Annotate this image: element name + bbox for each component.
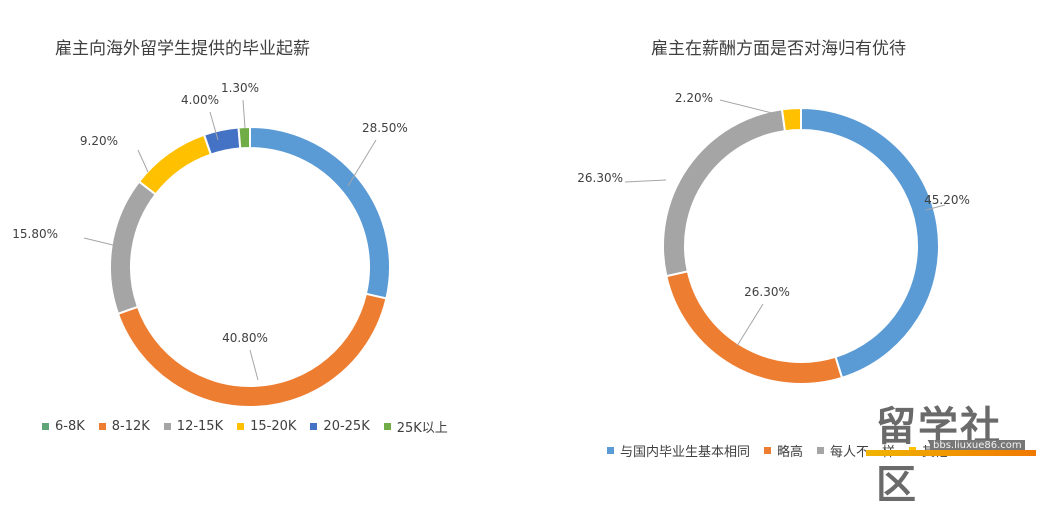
legend-label: 略高 — [777, 445, 804, 460]
donut-slice-4 — [780, 106, 802, 133]
watermark-logo: 留学社区 bbs.liuxue86.com — [866, 396, 1036, 508]
legend-item: 6-8K — [42, 419, 85, 434]
legend-item: 25K以上 — [383, 417, 448, 436]
legend-label: 与国内毕业生基本相同 — [620, 445, 751, 460]
legend-label: 25K以上 — [396, 421, 448, 436]
leader-line — [719, 99, 781, 116]
leader-line — [347, 139, 377, 187]
donut-slice-3 — [662, 108, 787, 278]
leader-line — [249, 349, 259, 381]
data-label: 4.00% — [181, 93, 219, 107]
data-label: 45.20% — [924, 193, 970, 207]
chart-title: 雇主在薪酬方面是否对海归有优待 — [651, 39, 906, 59]
legend-swatch — [163, 423, 171, 430]
legend-item: 略高 — [764, 441, 803, 460]
chart-panel-right: 雇主在薪酬方面是否对海归有优待 45.20% 26.30% 26.30% 2.20% … — [525, 0, 1050, 468]
legend-swatch — [42, 423, 49, 430]
legend-item: 20-25K — [310, 419, 370, 434]
legend-label: 6-8K — [55, 419, 85, 434]
data-label: 28.50% — [362, 121, 408, 135]
legend-swatch — [764, 447, 772, 454]
legend-item: 15-20K — [237, 419, 296, 434]
legend-label: 15-20K — [250, 419, 297, 434]
donut-slice-4 — [137, 133, 213, 196]
legend-item: 12-15K — [163, 419, 224, 434]
donut-slice-1 — [249, 125, 391, 300]
donut-slice-1 — [800, 106, 940, 380]
donut-slice-2 — [116, 292, 388, 408]
legend-swatch — [98, 423, 106, 430]
legend-swatch — [817, 447, 825, 454]
data-label: 1.30% — [221, 81, 259, 95]
legend-label: 12-15K — [176, 419, 224, 434]
legend-swatch — [310, 423, 318, 430]
leader-line — [925, 204, 946, 211]
data-label: 26.30% — [744, 285, 790, 299]
watermark-url: bbs.liuxue86.com — [930, 440, 1025, 451]
donut-chart-right: 45.20% 26.30% 26.30% 2.20% — [577, 91, 970, 385]
legend-swatch — [237, 423, 245, 430]
chart-legend: 6-8K 8-12K 12-15K 15-20K 20-25K 25K以上 — [42, 417, 462, 436]
legend-label: 8-12K — [111, 419, 150, 434]
leader-line — [83, 237, 114, 246]
legend-swatch — [607, 447, 614, 454]
chart-title: 雇主向海外留学生提供的毕业起薪 — [55, 39, 310, 59]
donut-slice-6 — [237, 125, 251, 150]
legend-swatch — [383, 423, 391, 430]
legend-label: 每人不一样 — [830, 445, 896, 460]
leader-line — [736, 303, 764, 347]
donut-slice-5 — [202, 126, 242, 156]
watermark-bar — [866, 450, 1036, 456]
chart-panel-left: 雇主向海外留学生提供的毕业起薪 28.50% 40.80% 15.80% 9.20% 4… — [0, 0, 525, 468]
donut-chart-left: 28.50% 40.80% 15.80% 9.20% 4.00%1.30% — [12, 81, 408, 408]
legend-label: 20-25K — [323, 419, 370, 434]
leader-line — [624, 179, 667, 183]
legend-item: 8-12K — [98, 419, 150, 434]
leader-line — [209, 111, 219, 141]
legend-item: 与国内毕业生基本相同 — [607, 441, 750, 460]
legend-item: 每人不一样 — [817, 441, 895, 460]
data-label: 40.80% — [222, 331, 268, 345]
data-label: 9.20% — [80, 134, 118, 148]
leader-line — [242, 99, 246, 129]
leader-line — [137, 149, 149, 173]
data-label: 2.20% — [675, 91, 713, 105]
donut-slice-3 — [109, 180, 158, 316]
data-label: 26.30% — [577, 171, 623, 185]
data-label: 15.80% — [12, 227, 58, 241]
